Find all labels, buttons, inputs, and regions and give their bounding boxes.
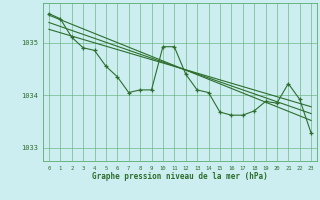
X-axis label: Graphe pression niveau de la mer (hPa): Graphe pression niveau de la mer (hPa) [92,172,268,181]
